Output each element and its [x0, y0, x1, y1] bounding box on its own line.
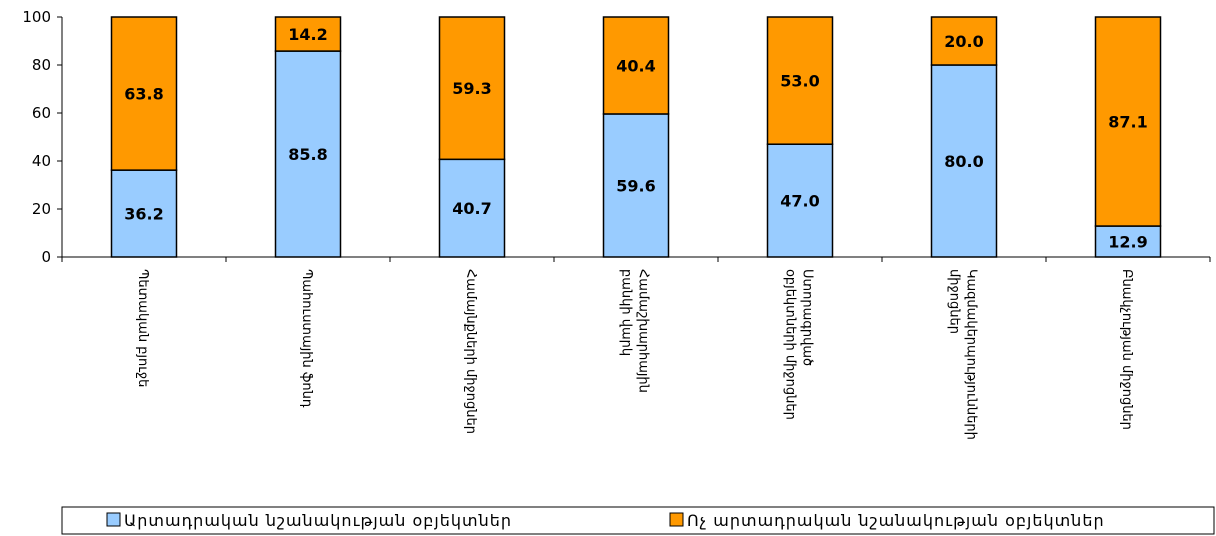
data-label: 59.6 [616, 176, 655, 195]
data-label: 63.8 [124, 85, 163, 104]
y-tick-label: 80 [32, 56, 51, 74]
data-label: 12.9 [1108, 233, 1147, 252]
category-label-line: Պետական բյուջե [135, 269, 150, 387]
data-label: 47.0 [780, 192, 819, 211]
bar-segment [602, 16, 670, 115]
legend-swatch [106, 512, 121, 527]
category-label-line: Բնակչության միջոցներ [1119, 269, 1134, 430]
bar-segment [1094, 16, 1162, 227]
category-labels: Պետական բյուջե Պահուստային ֆոնդ Համայնքներ… [135, 269, 1134, 440]
bar-segment [438, 16, 506, 161]
data-label: 36.2 [124, 205, 163, 224]
bar-segment [110, 169, 178, 258]
category-label-line: միջոցներ [947, 269, 962, 334]
bars [110, 16, 1162, 258]
legend: Արտադրական նշանակության օբյեկտներ Ոչ արտ… [61, 506, 1215, 535]
y-tick-label: 20 [32, 200, 51, 218]
data-labels: 36.2 63.8 85.8 14.2 40.7 59.3 59.6 40.4 47.0 53.0… [124, 25, 1147, 251]
category-label-line: Պահուստային ֆոնդ [299, 269, 314, 408]
data-label: 53.0 [780, 72, 819, 91]
category-label-line: Համաշխարհային [636, 269, 651, 393]
category-label: Համայնքների միջոցներ [463, 269, 478, 434]
data-label: 59.3 [452, 79, 491, 98]
category-label: Բնակչության միջոցներ [1119, 269, 1134, 430]
x-axis [61, 256, 1211, 262]
category-label: Պետական բյուջե [135, 269, 150, 387]
bar-segment [766, 143, 834, 258]
data-label: 85.8 [288, 145, 327, 164]
bar-segment [110, 16, 178, 171]
data-label: 40.7 [452, 199, 491, 218]
data-label: 20.0 [944, 32, 983, 51]
legend-label: Ոչ արտադրական նշանակության օբյեկտներ [687, 511, 1105, 530]
category-label-line: օբյեկտների միջոցներ [783, 269, 798, 420]
y-tick-label: 100 [22, 8, 51, 26]
legend-swatch [669, 512, 684, 527]
bar-segment [930, 16, 998, 66]
bar-segment [766, 16, 834, 145]
y-axis: 0 20 40 60 80 100 [22, 8, 63, 266]
y-tick-label: 0 [41, 248, 51, 266]
bar-segment [930, 64, 998, 258]
category-label-line: Ստորագրված [800, 269, 815, 366]
y-tick-label: 60 [32, 104, 51, 122]
data-label: 14.2 [288, 25, 327, 44]
bar-segment [1094, 225, 1162, 258]
data-label: 40.4 [616, 56, 655, 75]
legend-label: Արտադրական նշանակության օբյեկտներ [124, 511, 512, 530]
category-label-line: Կազմակերպությունների [964, 269, 979, 440]
legend-box [61, 506, 1215, 535]
category-label: Պահուստային ֆոնդ [299, 269, 314, 408]
bar-segment [274, 16, 342, 52]
category-label-line: Համայնքների միջոցներ [463, 269, 478, 434]
data-label: 87.1 [1108, 113, 1147, 132]
bar-segment [274, 50, 342, 258]
data-label: 80.0 [944, 152, 983, 171]
bar-segment [438, 158, 506, 258]
category-label-line: բանկի վարկ [619, 269, 634, 356]
y-tick-label: 40 [32, 152, 51, 170]
